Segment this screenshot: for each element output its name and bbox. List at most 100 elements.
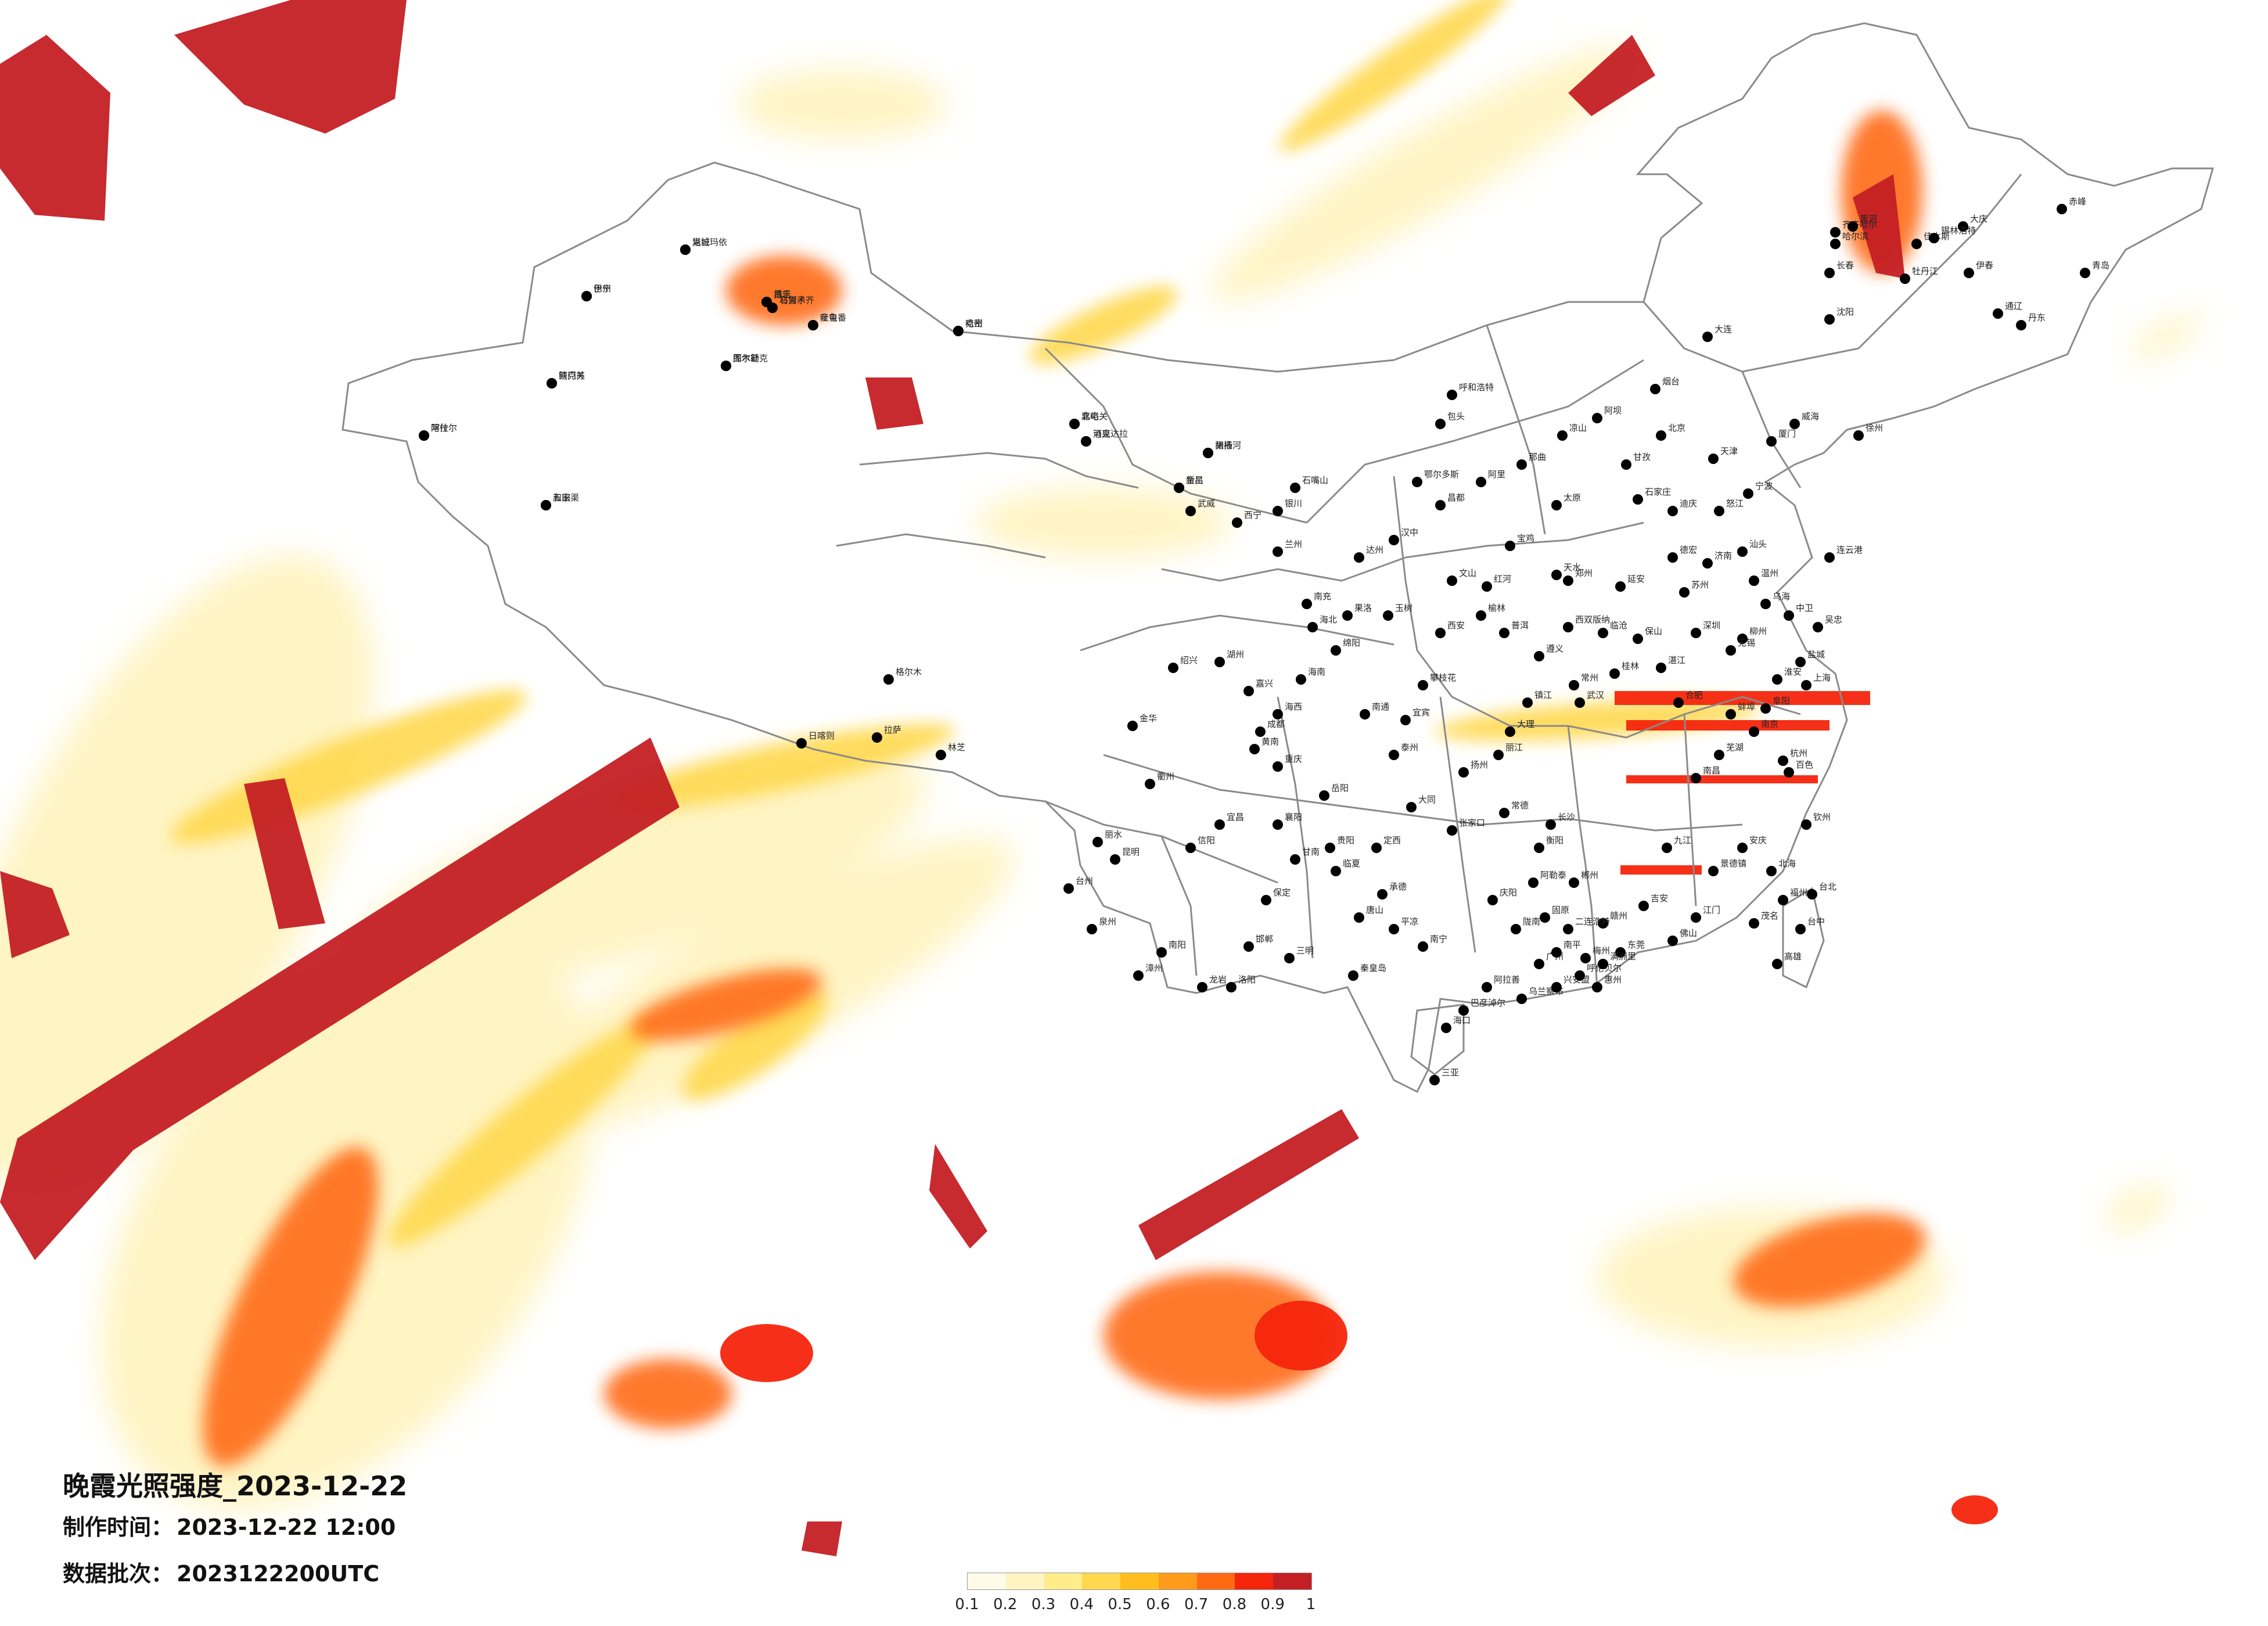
city-dot xyxy=(1673,697,1684,708)
city-dot xyxy=(1418,941,1428,952)
city-label: 西宁 xyxy=(1244,510,1261,520)
city-dot xyxy=(1214,657,1225,667)
city-dot xyxy=(883,674,894,685)
intensity-field xyxy=(0,0,2202,1556)
city-label: 秦皇岛 xyxy=(1360,963,1386,973)
city-label: 绵阳 xyxy=(1343,638,1360,648)
city-label: 迪庆 xyxy=(1680,498,1697,509)
city-label: 湖州 xyxy=(1227,649,1244,660)
city-dot xyxy=(1615,581,1626,592)
city-label: 阿勒泰 xyxy=(1540,870,1566,880)
city-label: 吴忠 xyxy=(1825,614,1842,625)
legend-ticks: 0.1 0.2 0.3 0.4 0.5 0.6 0.7 0.8 0.9 1 xyxy=(953,1596,1330,1619)
city-label: 博乐 xyxy=(774,289,791,300)
city-label: 烟台 xyxy=(1662,376,1680,387)
city-dot xyxy=(1662,843,1672,853)
city-label: 武威 xyxy=(1198,498,1215,509)
city-label: 临夏 xyxy=(1343,858,1360,869)
city-label: 信阳 xyxy=(1198,835,1215,846)
city-dot xyxy=(1545,819,1556,830)
city-dot xyxy=(1609,668,1620,679)
city-label: 银川 xyxy=(1285,498,1302,509)
city-label: 克拉玛依 xyxy=(692,237,727,247)
city-label: 海口 xyxy=(1453,1015,1471,1026)
city-dot xyxy=(1243,941,1254,952)
city-dot xyxy=(1389,535,1399,545)
legend-swatch xyxy=(1273,1573,1312,1589)
city-dot xyxy=(541,500,551,510)
city-dot xyxy=(1505,541,1515,551)
city-dot xyxy=(1145,779,1155,789)
city-dot xyxy=(1801,819,1811,830)
city-dot xyxy=(1830,227,1841,238)
city-label: 海南 xyxy=(1308,667,1325,677)
city-dot xyxy=(1911,239,1922,249)
city-dot xyxy=(936,750,946,760)
city-label: 赤峰 xyxy=(2069,196,2086,207)
city-label: 深圳 xyxy=(1703,620,1720,631)
city-dot xyxy=(1795,657,1806,667)
city-label: 那曲 xyxy=(1529,452,1546,462)
city-label: 锡林浩特 xyxy=(1941,225,1976,236)
city-dot xyxy=(1063,883,1074,894)
city-dot xyxy=(1656,430,1666,441)
city-label: 吉安 xyxy=(1651,893,1668,904)
city-dot xyxy=(1249,744,1260,754)
city-label: 唐山 xyxy=(1366,905,1383,915)
city-dot xyxy=(1435,419,1446,429)
data-batch-label: 数据批次： xyxy=(63,1561,174,1587)
city-dot xyxy=(1168,663,1178,673)
legend-tick-label: 0.3 xyxy=(1031,1596,1056,1613)
city-label: 保定 xyxy=(1273,887,1291,898)
city-label: 呼和浩特 xyxy=(1459,382,1494,393)
city-label: 中卫 xyxy=(1796,603,1813,613)
city-dot xyxy=(1667,552,1678,563)
city-label: 图木舒克 xyxy=(733,353,768,364)
city-label: 平凉 xyxy=(1401,916,1418,927)
city-dot xyxy=(1133,970,1144,981)
city-dot xyxy=(1853,430,1864,441)
city-label: 长沙 xyxy=(1558,812,1575,822)
city-dot xyxy=(1900,274,1910,284)
city-label: 青岛 xyxy=(2092,260,2109,271)
city-dot xyxy=(1598,959,1608,969)
city-label: 合肥 xyxy=(1685,690,1703,700)
city-dot xyxy=(1482,982,1492,992)
city-label: 宜宾 xyxy=(1412,707,1430,718)
legend-tick-label: 0.5 xyxy=(1108,1596,1132,1613)
city-label: 衡阳 xyxy=(1546,835,1563,846)
city-dot xyxy=(1418,680,1428,690)
city-dot xyxy=(1760,703,1771,714)
city-dot xyxy=(721,361,731,371)
city-label: 重庆 xyxy=(1285,754,1302,764)
city-dot xyxy=(1302,599,1312,609)
city-dot xyxy=(1737,634,1748,644)
legend-swatch xyxy=(1196,1573,1235,1589)
city-dot xyxy=(1290,483,1300,493)
legend-tick-label: 0.7 xyxy=(1184,1596,1209,1613)
city-dot xyxy=(1371,843,1382,853)
city-label: 新星 xyxy=(1186,475,1203,485)
city-label: 文山 xyxy=(1459,568,1476,578)
city-dot xyxy=(1714,506,1724,516)
city-label: 日喀则 xyxy=(808,731,835,741)
city-label: 南京 xyxy=(1761,719,1778,729)
city-label: 张掖 xyxy=(1215,440,1232,451)
city-dot xyxy=(1273,709,1283,720)
city-label: 巴彦淖尔 xyxy=(1471,998,1505,1008)
city-dot xyxy=(1789,419,1800,429)
city-dot xyxy=(1772,959,1782,969)
city-dot xyxy=(1563,924,1573,934)
city-label: 洛阳 xyxy=(1238,974,1256,985)
city-dot xyxy=(1325,843,1335,853)
legend-tick-label: 0.8 xyxy=(1222,1596,1247,1613)
city-dot xyxy=(1714,750,1724,760)
city-label: 阿拉尔 xyxy=(431,423,457,433)
city-dot xyxy=(1203,448,1213,458)
city-dot xyxy=(1069,419,1080,429)
city-label: 喀什 xyxy=(431,423,448,433)
city-label: 宝鸡 xyxy=(1517,533,1534,544)
city-dot xyxy=(1389,750,1399,760)
city-dot xyxy=(1255,726,1266,737)
city-dot xyxy=(1511,924,1521,934)
